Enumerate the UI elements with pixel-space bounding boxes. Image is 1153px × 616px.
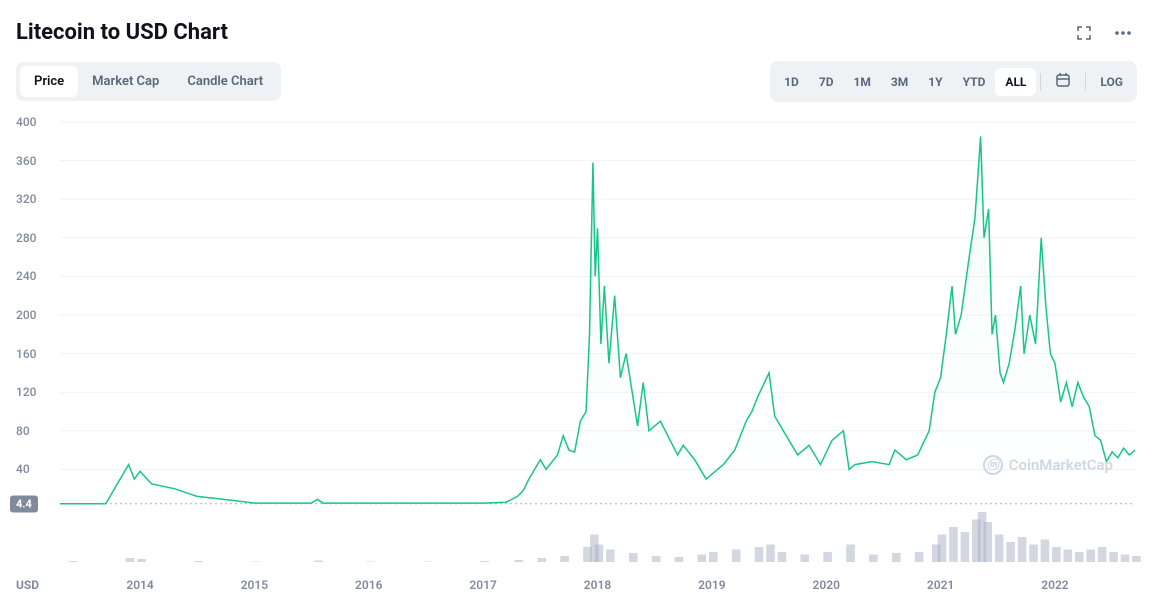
range-7d[interactable]: 7D: [809, 68, 844, 96]
y-tick-label: 400: [16, 115, 36, 129]
x-tick-label: 2022: [1041, 578, 1068, 592]
y-tick-label: 240: [16, 269, 36, 283]
watermark-text: CoinMarketCap: [1009, 456, 1113, 474]
y-tick-label: 280: [16, 231, 36, 245]
calendar-icon[interactable]: [1045, 65, 1081, 98]
x-tick-label: 2016: [355, 578, 382, 592]
tab-market-cap[interactable]: Market Cap: [78, 66, 173, 97]
range-all[interactable]: ALL: [995, 68, 1036, 96]
axis-currency-label: USD: [16, 578, 39, 592]
x-tick-label: 2019: [698, 578, 725, 592]
y-tick-label: 360: [16, 154, 36, 168]
page-title: Litecoin to USD Chart: [16, 20, 228, 45]
y-tick-label: 160: [16, 347, 36, 361]
y-tick-label: 80: [16, 424, 30, 438]
watermark-icon: ⓜ: [983, 455, 1003, 475]
tab-candle-chart[interactable]: Candle Chart: [173, 66, 277, 97]
tab-price[interactable]: Price: [20, 66, 78, 97]
reference-price-badge: 4.4: [10, 495, 38, 512]
y-tick-label: 40: [16, 462, 30, 476]
x-tick-label: 2021: [927, 578, 954, 592]
y-tick-label: 120: [16, 385, 36, 399]
fullscreen-icon[interactable]: [1075, 24, 1093, 42]
y-tick-label: 200: [16, 308, 36, 322]
x-tick-label: 2015: [241, 578, 268, 592]
watermark: ⓜ CoinMarketCap: [983, 455, 1113, 475]
range-1d[interactable]: 1D: [774, 68, 809, 96]
x-tick-label: 2014: [126, 578, 153, 592]
header-actions: [1075, 24, 1133, 42]
range-1m[interactable]: 1M: [844, 68, 881, 96]
x-tick-label: 2017: [469, 578, 496, 592]
range-3m[interactable]: 3M: [881, 68, 918, 96]
x-tick-label: 2020: [813, 578, 840, 592]
chart-area[interactable]: 400 360 320 280 240 200 160 120 80 40 2014 2015 201…: [0, 112, 1153, 602]
x-tick-label: 2018: [584, 578, 611, 592]
more-icon[interactable]: [1113, 24, 1133, 42]
time-range-group: 1D7D1M3M1YYTDALL LOG: [770, 61, 1137, 102]
log-toggle[interactable]: LOG: [1090, 68, 1133, 96]
chart-type-tabs: PriceMarket CapCandle Chart: [16, 62, 281, 101]
range-ytd[interactable]: YTD: [953, 68, 996, 96]
y-tick-label: 320: [16, 192, 36, 206]
range-1y[interactable]: 1Y: [918, 68, 952, 96]
